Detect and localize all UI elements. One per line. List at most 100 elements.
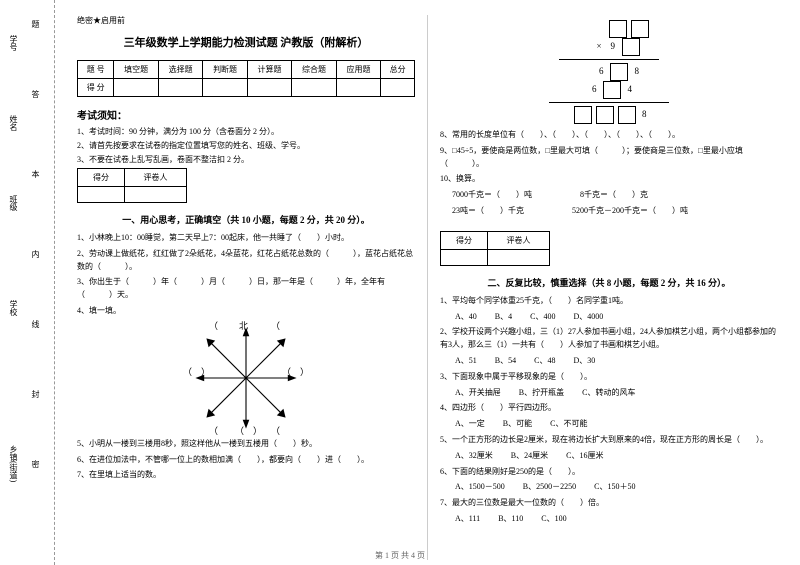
blank-cell[interactable] xyxy=(622,38,640,56)
th: 综合题 xyxy=(292,61,336,79)
sb: 评卷人 xyxy=(124,169,186,187)
td[interactable] xyxy=(203,79,247,97)
q4: 4、填一填。 xyxy=(77,305,415,318)
td[interactable] xyxy=(381,79,415,97)
th: 总分 xyxy=(381,61,415,79)
th: 判断题 xyxy=(203,61,247,79)
q10a: 7000千克＝（ ）吨 8千克＝（ ）克 xyxy=(440,189,778,202)
blank-cell[interactable] xyxy=(631,20,649,38)
compass-diagram: （ 北 （ （ ） （ ） （ （ ） （ xyxy=(191,323,301,433)
q2: 2、劳动课上做纸花，红红做了2朵纸花，4朵蓝花，红花占纸花总数的（ ），蓝花占纸… xyxy=(77,248,415,274)
digit: 8 xyxy=(635,66,640,76)
th: 应用题 xyxy=(336,61,380,79)
sb: 得分 xyxy=(441,231,488,249)
th: 填空题 xyxy=(114,61,158,79)
digit: 4 xyxy=(628,84,633,94)
notice: 3、不要在试卷上乱写乱画，卷面不整洁扣 2 分。 xyxy=(77,154,415,166)
th: 选择题 xyxy=(158,61,202,79)
q5: 5、小明从一楼到三楼用8秒，照这样他从一楼到五楼用（ ）秒。 xyxy=(77,438,415,451)
notice: 1、考试时间：90 分钟，满分为 100 分（含卷面分 2 分）。 xyxy=(77,126,415,138)
label-town: 乡镇(街道) xyxy=(8,445,19,482)
sb: 评卷人 xyxy=(487,231,549,249)
paren: （ xyxy=(209,319,218,332)
section-score: 得分评卷人 xyxy=(77,168,187,203)
blank-cell[interactable] xyxy=(609,20,627,38)
td: 得 分 xyxy=(78,79,114,97)
td[interactable] xyxy=(336,79,380,97)
s2q7-opts: A、111B、110C、100 xyxy=(455,513,778,526)
section2-title: 二、反复比较，慎重选择（共 8 小题，每题 2 分，共 16 分）。 xyxy=(440,276,778,289)
s2q3: 3、下面现象中属于平移现象的是（ ）。 xyxy=(440,371,778,384)
page-footer: 第 1 页 共 4 页 xyxy=(0,550,800,561)
q10b: 23吨＝（ ）千克 5200千克－200千克＝（ ）吨 xyxy=(440,205,778,218)
q7: 7、在里填上适当的数。 xyxy=(77,469,415,482)
digit: 9 xyxy=(611,41,616,51)
q9: 9、□45÷5，要使商是两位数，□里最大可填（ ）；要使商是三位数，□里最小应填… xyxy=(440,145,778,171)
seal-char: 本 xyxy=(30,170,41,178)
th: 题 号 xyxy=(78,61,114,79)
s2q4-opts: A、一定B、可能C、不可能 xyxy=(455,418,778,431)
s2q5-opts: A、32厘米B、24厘米C、16厘米 xyxy=(455,450,778,463)
q10: 10、换算。 xyxy=(440,173,778,186)
left-column: 绝密★启用前 三年级数学上学期能力检测试题 沪教版（附解析） 题 号 填空题 选… xyxy=(65,15,428,560)
digit: 6 xyxy=(599,66,604,76)
blank-cell[interactable] xyxy=(574,106,592,124)
blank-cell[interactable] xyxy=(596,106,614,124)
label-name: 姓名 xyxy=(8,115,19,131)
s2q4: 4、四边形（ ）平行四边形。 xyxy=(440,402,778,415)
sb[interactable] xyxy=(124,187,186,203)
td[interactable] xyxy=(292,79,336,97)
mult-sign: × xyxy=(596,41,601,51)
right-column: × 9 6 8 6 4 8 8、常用的长度单位有（ ）、（ ）、（ ）、（ ）、… xyxy=(428,15,790,560)
paren: （ ） xyxy=(282,365,309,378)
sb[interactable] xyxy=(78,187,125,203)
notice-head: 考试须知： xyxy=(77,107,415,122)
label-class: 班级 xyxy=(8,195,19,211)
seal-char: 密 xyxy=(30,460,41,468)
paren: （ xyxy=(271,424,280,437)
sb[interactable] xyxy=(487,249,549,265)
s2q2: 2、学校开设两个兴趣小组，三（1）27人参加书画小组，24人参加棋艺小组，两个小… xyxy=(440,326,778,352)
notice: 2、请首先按要求在试卷的指定位置填写您的姓名、班级、学号。 xyxy=(77,140,415,152)
s2q2-opts: A、51B、54C、48D、30 xyxy=(455,355,778,368)
s2q1-opts: A、40B、4C、400D、4000 xyxy=(455,311,778,324)
td[interactable] xyxy=(114,79,158,97)
s2q1: 1、平均每个同学体重25千克，（ ）名同学重1吨。 xyxy=(440,295,778,308)
s2q6: 6、下面的结果刚好是250的是（ ）。 xyxy=(440,466,778,479)
digit: 8 xyxy=(642,109,647,119)
seal-char: 封 xyxy=(30,390,41,398)
paren: （ xyxy=(271,319,280,332)
seal-char: 题 xyxy=(30,20,41,28)
blank-cell[interactable] xyxy=(618,106,636,124)
paren: （ ） xyxy=(183,365,210,378)
td[interactable] xyxy=(247,79,291,97)
s2q6-opts: A、1500－500B、2500－2250C、150＋50 xyxy=(455,481,778,494)
confidential-note: 绝密★启用前 xyxy=(77,15,415,26)
digit: 6 xyxy=(592,84,597,94)
q3: 3、你出生于（ ）年（ ）月（ ）日，那一年是（ ）年，全年有（ ）天。 xyxy=(77,276,415,302)
multiplication-problem: × 9 6 8 6 4 8 xyxy=(440,20,778,124)
sb: 得分 xyxy=(78,169,125,187)
section-score: 得分评卷人 xyxy=(440,231,550,266)
q6: 6、在进位加法中，不管哪一位上的数相加满（ ），都要向（ ）进（ ）。 xyxy=(77,454,415,467)
paren: （ xyxy=(209,424,218,437)
s2q7: 7、最大的三位数是最大一位数的（ ）倍。 xyxy=(440,497,778,510)
seal-char: 线 xyxy=(30,320,41,328)
label-id: 学号 xyxy=(8,35,19,51)
score-table: 题 号 填空题 选择题 判断题 计算题 综合题 应用题 总分 得 分 xyxy=(77,60,415,97)
exam-title: 三年级数学上学期能力检测试题 沪教版（附解析） xyxy=(77,34,415,50)
seal-char: 答 xyxy=(30,90,41,98)
q1: 1、小林晚上10：00睡觉，第二天早上7：00起床，他一共睡了（ ）小时。 xyxy=(77,232,415,245)
blank-cell[interactable] xyxy=(610,63,628,81)
td[interactable] xyxy=(158,79,202,97)
seal-char: 内 xyxy=(30,250,41,258)
sb[interactable] xyxy=(441,249,488,265)
s2q5: 5、一个正方形的边长是2厘米，现在将边长扩大到原来的4倍，现在正方形的周长是（ … xyxy=(440,434,778,447)
th: 计算题 xyxy=(247,61,291,79)
north-label: 北 xyxy=(239,319,248,332)
q8: 8、常用的长度单位有（ ）、（ ）、（ ）、（ ）、（ ）。 xyxy=(440,129,778,142)
binding-margin: 学号 姓名 班级 学校 乡镇(街道) 题 答 本 内 线 封 密 xyxy=(0,0,55,565)
paren: （ ） xyxy=(235,424,262,437)
blank-cell[interactable] xyxy=(603,81,621,99)
label-school: 学校 xyxy=(8,300,19,316)
